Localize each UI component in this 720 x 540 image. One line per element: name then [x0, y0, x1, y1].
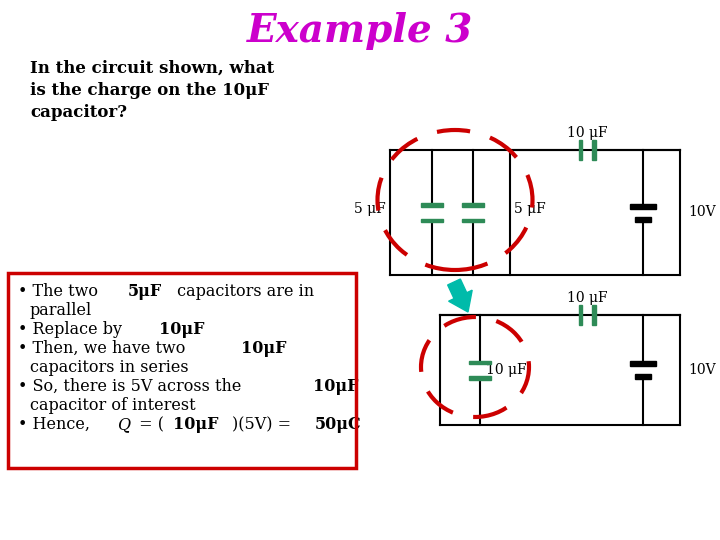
Text: 10μF: 10μF	[312, 378, 359, 395]
Text: capacitor of interest: capacitor of interest	[30, 397, 196, 414]
Text: parallel: parallel	[30, 302, 92, 319]
Bar	[462, 203, 484, 206]
Text: 10μF: 10μF	[174, 416, 219, 433]
Text: capacitors are in: capacitors are in	[172, 283, 314, 300]
Text: 10 μF: 10 μF	[567, 126, 607, 140]
Bar	[578, 305, 582, 325]
Bar	[421, 203, 443, 206]
Text: In the circuit shown, what
is the charge on the 10μF
capacitor?: In the circuit shown, what is the charge…	[30, 60, 274, 122]
FancyArrow shape	[448, 279, 472, 312]
Text: • Then, we have two: • Then, we have two	[18, 340, 191, 357]
Bar	[421, 219, 443, 222]
Text: Q: Q	[117, 416, 130, 433]
Text: 5μF: 5μF	[128, 283, 162, 300]
Text: 10 μF: 10 μF	[567, 291, 607, 305]
Bar	[592, 305, 595, 325]
Bar	[578, 140, 582, 160]
Text: 50μC: 50μC	[315, 416, 361, 433]
Text: • So, there is 5V across the: • So, there is 5V across the	[18, 378, 246, 395]
Bar	[469, 376, 491, 380]
Text: 10 μF: 10 μF	[486, 363, 526, 377]
Bar	[635, 374, 651, 379]
Text: capacitors in series: capacitors in series	[30, 359, 189, 376]
Bar	[635, 217, 651, 221]
Text: Example 3: Example 3	[247, 12, 473, 50]
Text: 10μF: 10μF	[159, 321, 204, 338]
Text: 10μF: 10μF	[240, 340, 286, 357]
Text: 5 μF: 5 μF	[514, 201, 546, 215]
Bar	[469, 361, 491, 364]
Bar	[592, 140, 595, 160]
Text: • Hence,: • Hence,	[18, 416, 95, 433]
Text: 5 μF: 5 μF	[354, 201, 386, 215]
Text: )(5V) =: )(5V) =	[232, 416, 296, 433]
Text: = (: = (	[135, 416, 164, 433]
Bar	[462, 219, 484, 222]
Bar	[630, 204, 656, 208]
Text: 10V: 10V	[688, 363, 716, 377]
Text: • Replace by: • Replace by	[18, 321, 127, 338]
Text: • The two: • The two	[18, 283, 103, 300]
Text: 10V: 10V	[688, 206, 716, 219]
Bar	[630, 361, 656, 366]
